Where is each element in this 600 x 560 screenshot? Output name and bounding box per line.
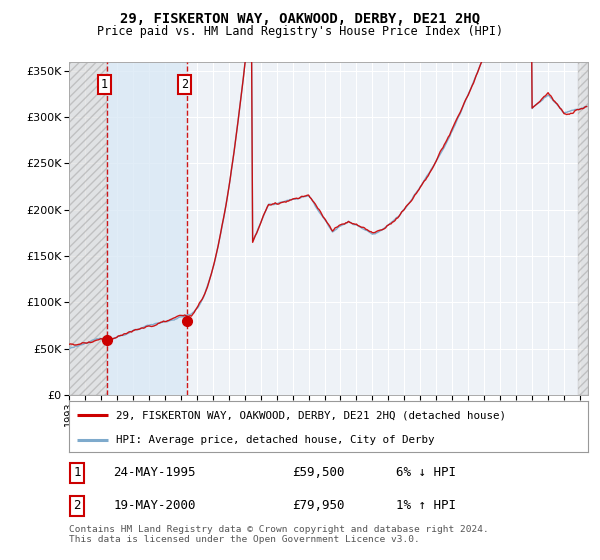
Text: 6% ↓ HPI: 6% ↓ HPI — [396, 466, 456, 479]
Text: HPI: Average price, detached house, City of Derby: HPI: Average price, detached house, City… — [116, 435, 434, 445]
Text: Contains HM Land Registry data © Crown copyright and database right 2024.
This d: Contains HM Land Registry data © Crown c… — [69, 525, 489, 544]
Bar — [69, 62, 107, 395]
Text: £59,500: £59,500 — [292, 466, 344, 479]
Text: 29, FISKERTON WAY, OAKWOOD, DERBY, DE21 2HQ: 29, FISKERTON WAY, OAKWOOD, DERBY, DE21 … — [120, 12, 480, 26]
Text: 24-MAY-1995: 24-MAY-1995 — [113, 466, 196, 479]
Text: 19-MAY-2000: 19-MAY-2000 — [113, 500, 196, 512]
Text: 1: 1 — [73, 466, 80, 479]
Text: 2: 2 — [73, 500, 80, 512]
Bar — [107, 62, 187, 395]
Text: 2: 2 — [181, 78, 188, 91]
Text: 29, FISKERTON WAY, OAKWOOD, DERBY, DE21 2HQ (detached house): 29, FISKERTON WAY, OAKWOOD, DERBY, DE21 … — [116, 410, 506, 421]
Bar — [578, 62, 588, 395]
Text: £79,950: £79,950 — [292, 500, 344, 512]
Text: 1: 1 — [101, 78, 108, 91]
Text: Price paid vs. HM Land Registry's House Price Index (HPI): Price paid vs. HM Land Registry's House … — [97, 25, 503, 38]
Text: 1% ↑ HPI: 1% ↑ HPI — [396, 500, 456, 512]
